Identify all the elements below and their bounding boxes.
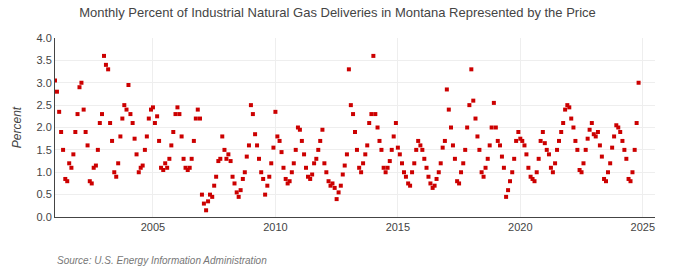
svg-text:3.5: 3.5 xyxy=(37,54,52,66)
svg-text:2010: 2010 xyxy=(263,221,287,233)
svg-text:2005: 2005 xyxy=(141,221,165,233)
svg-text:1.5: 1.5 xyxy=(37,144,52,156)
svg-text:3.0: 3.0 xyxy=(37,77,52,89)
svg-text:2.5: 2.5 xyxy=(37,99,52,111)
svg-text:2.0: 2.0 xyxy=(37,121,52,133)
svg-text:4.0: 4.0 xyxy=(37,32,52,44)
svg-text:Monthly Percent of Industrial: Monthly Percent of Industrial Natural Ga… xyxy=(79,5,596,20)
svg-text:1.0: 1.0 xyxy=(37,166,52,178)
svg-text:2020: 2020 xyxy=(508,221,532,233)
svg-text:Percent: Percent xyxy=(10,106,24,148)
svg-text:2015: 2015 xyxy=(386,221,410,233)
svg-text:0.5: 0.5 xyxy=(37,188,52,200)
svg-text:2025: 2025 xyxy=(631,221,655,233)
svg-text:Source: U.S. Energy Informatio: Source: U.S. Energy Information Administ… xyxy=(57,255,267,266)
svg-text:0.0: 0.0 xyxy=(37,211,52,223)
